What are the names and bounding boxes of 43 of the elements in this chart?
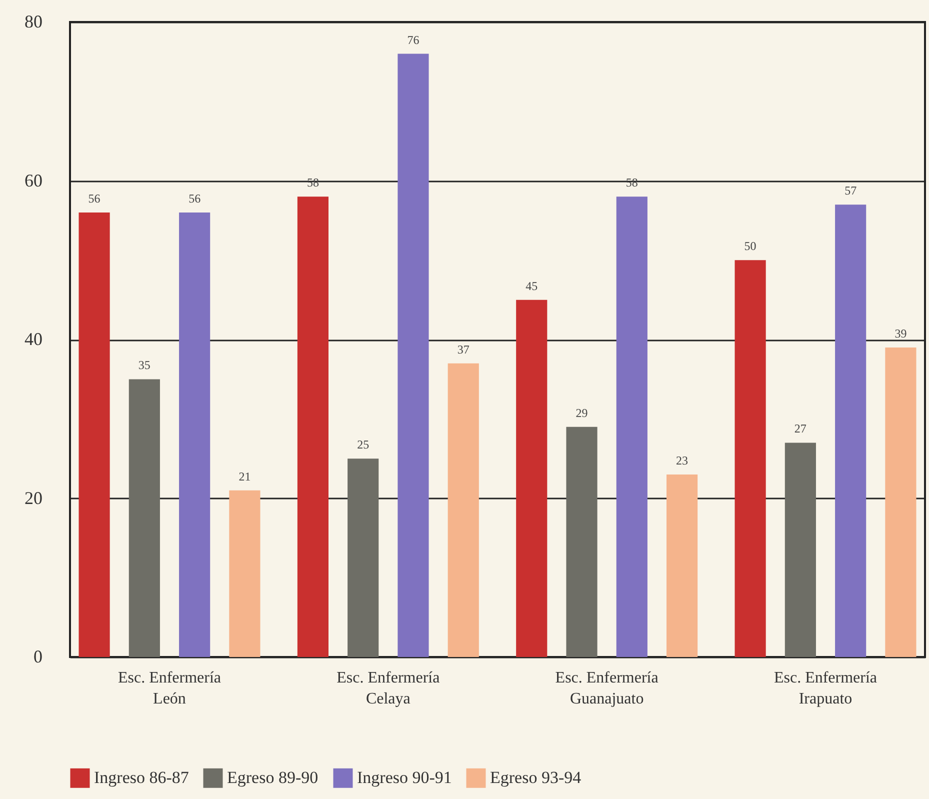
legend-label: Ingreso 90-91 bbox=[357, 768, 452, 788]
legend-label: Egreso 93-94 bbox=[490, 768, 582, 788]
data-label: 29 bbox=[576, 406, 588, 420]
bar bbox=[734, 260, 766, 657]
bar bbox=[348, 458, 379, 657]
y-tick-label: 0 bbox=[34, 646, 42, 666]
bar bbox=[835, 204, 866, 657]
y-tick-label: 80 bbox=[24, 12, 42, 32]
y-tick-label: 20 bbox=[24, 488, 42, 508]
x-tick-label: Esc. Enfermería Celaya bbox=[336, 670, 440, 708]
bar bbox=[128, 379, 160, 657]
y-tick-label: 40 bbox=[24, 329, 42, 349]
y-tick-label: 60 bbox=[24, 170, 42, 190]
bar bbox=[297, 196, 328, 657]
legend-label: Egreso 89-90 bbox=[227, 768, 318, 788]
x-tick-label: Esc. Enfermería Irapuato bbox=[774, 670, 878, 708]
data-label: 76 bbox=[407, 32, 420, 47]
data-label: 39 bbox=[894, 326, 907, 340]
bar bbox=[516, 300, 548, 657]
data-label: 56 bbox=[188, 192, 201, 206]
data-label: 35 bbox=[138, 358, 150, 372]
data-label: 45 bbox=[526, 278, 538, 293]
bar bbox=[179, 212, 210, 657]
bar bbox=[229, 490, 260, 657]
bar bbox=[666, 474, 698, 657]
data-label: 21 bbox=[238, 469, 251, 484]
bar bbox=[78, 212, 110, 657]
x-tick-label: Esc. Enfermería Guanajuato bbox=[555, 670, 658, 708]
data-label: 23 bbox=[676, 453, 688, 468]
data-label: 50 bbox=[744, 239, 756, 254]
data-label: 57 bbox=[844, 184, 857, 198]
bar bbox=[885, 347, 916, 657]
legend-label: Ingreso 86-87 bbox=[94, 768, 190, 788]
bar bbox=[566, 426, 598, 657]
bar bbox=[398, 54, 429, 657]
data-label: 27 bbox=[794, 422, 806, 436]
data-label: 25 bbox=[357, 438, 370, 452]
x-tick-label: Esc. Enfermería León bbox=[118, 670, 222, 708]
bar bbox=[784, 442, 816, 657]
data-label: 37 bbox=[457, 342, 470, 356]
bar bbox=[448, 363, 479, 657]
bar bbox=[616, 196, 648, 657]
data-label: 56 bbox=[88, 192, 100, 206]
